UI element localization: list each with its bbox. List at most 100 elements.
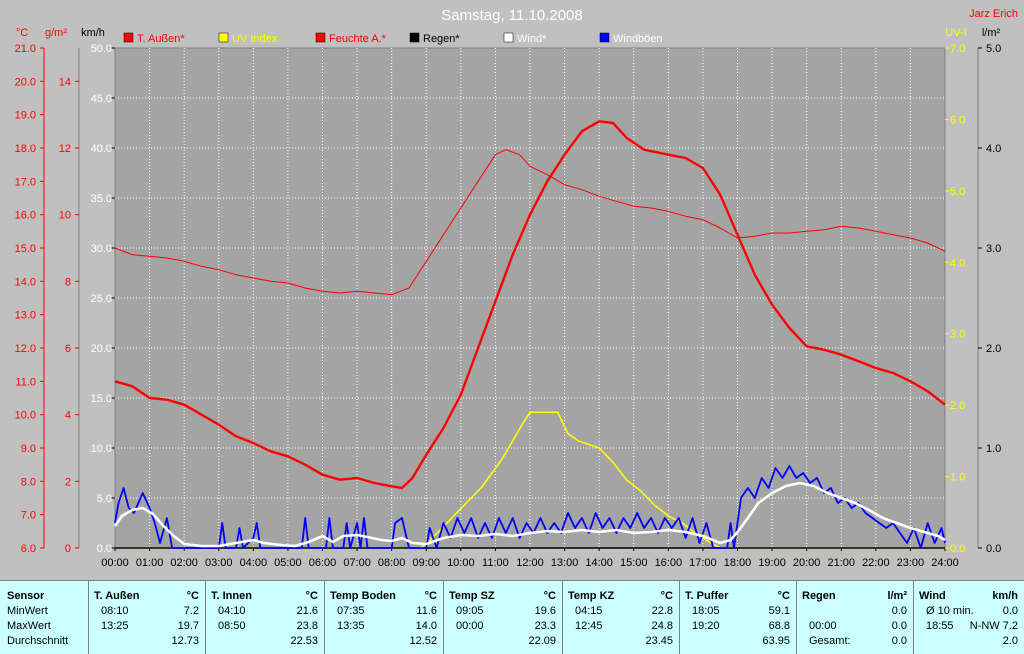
- stats-max-time: 00:00: [456, 620, 484, 632]
- legend-swatch: [123, 32, 134, 43]
- weather-chart: Samstag, 11.10.2008 Jarz Erich °C g/m² k…: [15, 7, 1018, 569]
- stats-row: 18:55 N-NW 7.2: [913, 619, 1024, 633]
- stats-row: Temp KZ °C: [562, 589, 679, 603]
- stats-row: Temp Boden °C: [324, 589, 443, 603]
- uv-unit-label: UV-I: [945, 27, 966, 39]
- stats-row: 08:10 7.2: [88, 604, 205, 618]
- stats-min-value: 0.0: [891, 605, 907, 617]
- stats-row: 13:25 19.7: [88, 619, 205, 633]
- speed-tick-label: 30.0: [91, 243, 112, 255]
- humidity-tick-label: 14: [59, 76, 71, 88]
- temp-tick-label: 20.0: [15, 76, 36, 88]
- rain-tick-label: 2.0: [986, 343, 1001, 355]
- legend-swatch: [599, 32, 610, 43]
- speed-tick-label: 10.0: [91, 443, 112, 455]
- speed-unit-label: km/h: [81, 27, 105, 39]
- stats-max-time: 00:00: [809, 620, 837, 632]
- x-tick-label: 21:00: [827, 557, 855, 569]
- legend-label: Windböen: [613, 33, 663, 45]
- stats-min-time: 18:05: [692, 605, 720, 617]
- x-tick-label: 17:00: [689, 557, 717, 569]
- speed-tick-label: 35.0: [91, 193, 112, 205]
- stats-max-value: 14.0: [415, 620, 437, 632]
- temp-tick-label: 13.0: [15, 310, 36, 322]
- temp-unit-label: °C: [16, 27, 28, 39]
- temp-tick-label: 17.0: [15, 176, 36, 188]
- temp-tick-label: 16.0: [15, 210, 36, 222]
- rain-tick-label: 1.0: [986, 443, 1001, 455]
- x-tick-label: 13:00: [551, 557, 579, 569]
- stats-max-time: 13:35: [337, 620, 365, 632]
- x-tick-label: 15:00: [620, 557, 648, 569]
- temp-tick-label: 15.0: [15, 243, 36, 255]
- stats-row: Gesamt: 0.0: [796, 634, 913, 648]
- stats-col-temp-sz: Temp SZ °C 09:05 19.6 00:00 23.3 22.09: [443, 581, 563, 654]
- stats-avg-value: 2.0: [1002, 635, 1018, 647]
- humidity-tick-label: 2: [65, 476, 71, 488]
- stats-min-value: 7.2: [183, 605, 199, 617]
- x-tick-label: 24:00: [931, 557, 959, 569]
- x-tick-label: 06:00: [309, 557, 337, 569]
- x-tick-label: 09:00: [412, 557, 440, 569]
- speed-tick-label: 40.0: [91, 143, 112, 155]
- stats-avg-value: 23.45: [645, 635, 673, 647]
- x-tick-label: 10:00: [447, 557, 475, 569]
- stats-col-t-au-en: T. Außen °C 08:10 7.2 13:25 19.7 12.73: [88, 581, 206, 654]
- stats-min-time: Ø 10 min.: [926, 605, 974, 617]
- stats-row: 13:35 14.0: [324, 619, 443, 633]
- stats-unit: l/m²: [887, 590, 907, 602]
- uv-tick-label: 3.0: [950, 329, 965, 341]
- uv-tick-label: 0.0: [950, 543, 965, 555]
- stats-row: 18:05 59.1: [679, 604, 796, 618]
- stats-row: 07:35 11.6: [324, 604, 443, 618]
- legend-swatch: [503, 32, 514, 43]
- stats-unit: °C: [543, 590, 556, 602]
- stats-min-value: 11.6: [416, 605, 437, 617]
- x-tick-label: 12:00: [516, 557, 544, 569]
- stats-avg-value: 63.95: [762, 635, 790, 647]
- stats-row: 2.0: [913, 634, 1024, 648]
- stats-sensor-name: T. Innen: [211, 590, 252, 602]
- legend-label: Wind*: [517, 33, 547, 45]
- humidity-tick-label: 6: [65, 343, 71, 355]
- series-windb-en: [114, 465, 946, 549]
- uv-tick-label: 5.0: [950, 186, 965, 198]
- stats-row: 09:05 19.6: [443, 604, 562, 618]
- speed-tick-label: 45.0: [91, 93, 112, 105]
- stats-max-time: 12:45: [575, 620, 603, 632]
- x-tick-label: 18:00: [724, 557, 752, 569]
- stats-min-time: 09:05: [456, 605, 484, 617]
- stats-max-time: 18:55: [926, 620, 954, 632]
- stats-row: 22.53: [205, 634, 324, 648]
- stats-row: 04:10 21.6: [205, 604, 324, 618]
- stats-min-time: 07:35: [337, 605, 365, 617]
- speed-tick-label: 5.0: [97, 493, 112, 505]
- stats-max-value: N-NW 7.2: [969, 620, 1018, 632]
- stats-unit: °C: [186, 590, 199, 602]
- stats-min-value: 19.6: [534, 605, 556, 617]
- legend-swatch: [315, 32, 326, 43]
- legend-swatch: [409, 32, 420, 43]
- rain-tick-label: 4.0: [986, 143, 1001, 155]
- temp-tick-label: 10.0: [15, 410, 36, 422]
- row-label-min: MinWert: [7, 605, 48, 617]
- stats-max-value: 23.8: [296, 620, 318, 632]
- stats-sensor-name: Temp KZ: [568, 590, 615, 602]
- rain-tick-label: 3.0: [986, 243, 1001, 255]
- stats-row: 12.52: [324, 634, 443, 648]
- stats-max-value: 23.3: [534, 620, 556, 632]
- x-tick-label: 20:00: [793, 557, 821, 569]
- speed-tick-label: 25.0: [91, 293, 112, 305]
- stats-row: 00:00 23.3: [443, 619, 562, 633]
- stats-min-time: 04:10: [218, 605, 246, 617]
- stats-min-value: 22.8: [651, 605, 673, 617]
- temp-tick-label: 21.0: [15, 43, 36, 55]
- temp-tick-label: 12.0: [15, 343, 36, 355]
- x-tick-label: 08:00: [378, 557, 406, 569]
- author-label: Jarz Erich: [969, 8, 1018, 20]
- stats-row: Wind km/h: [913, 589, 1024, 603]
- stats-avg-value: 22.09: [528, 635, 556, 647]
- legend-swatch: [218, 32, 229, 43]
- stats-row: 04:15 22.8: [562, 604, 679, 618]
- stats-unit: °C: [424, 590, 437, 602]
